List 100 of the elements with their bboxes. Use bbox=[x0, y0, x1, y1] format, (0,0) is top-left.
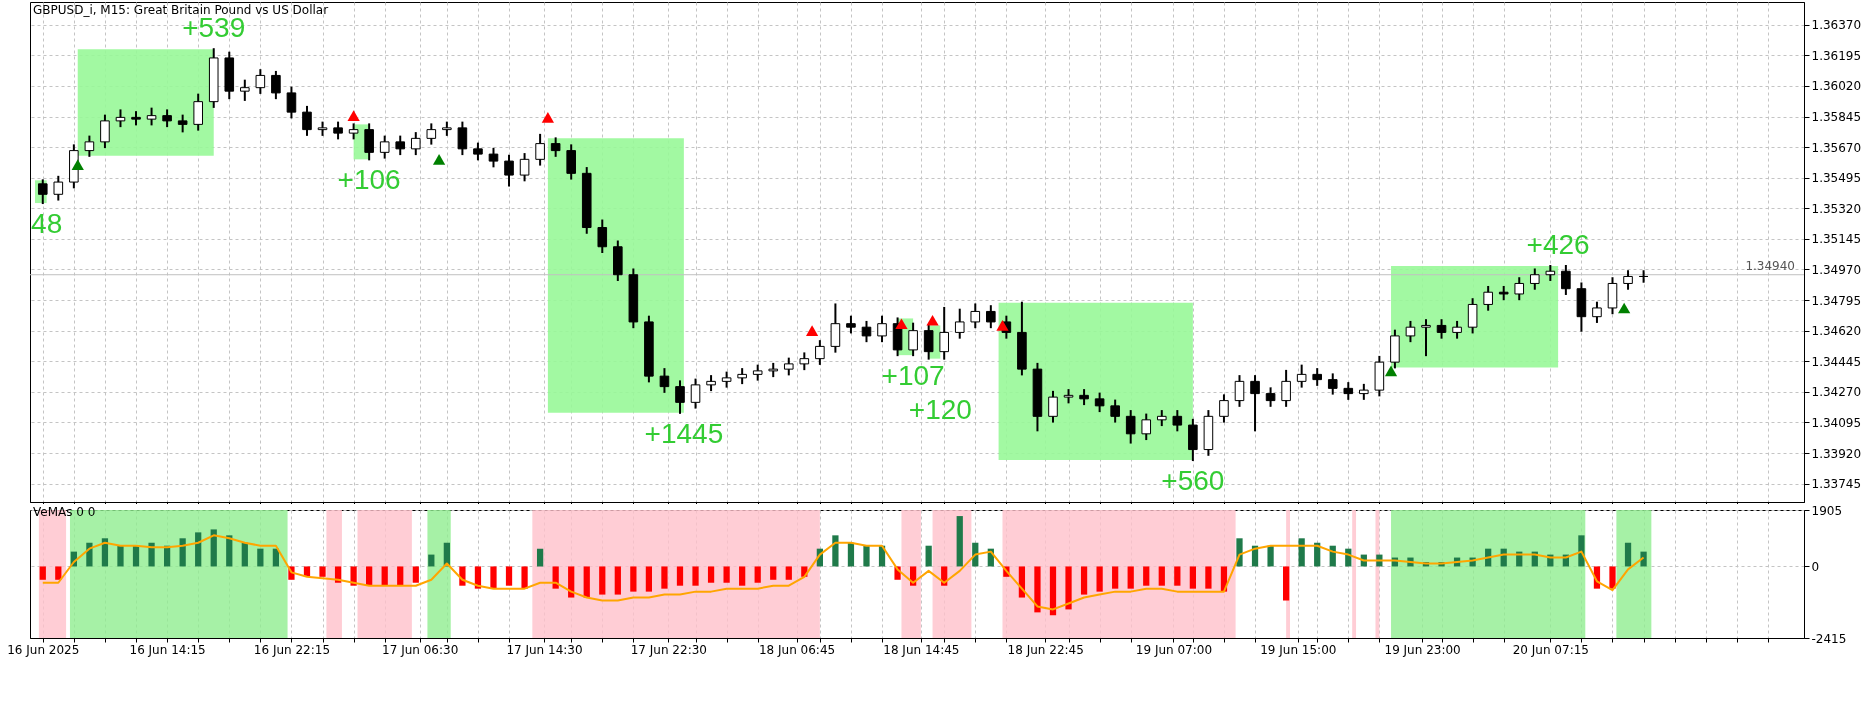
candlestick bbox=[954, 308, 965, 339]
candlestick bbox=[939, 306, 949, 360]
bar bbox=[599, 566, 606, 595]
candlestick bbox=[131, 111, 141, 126]
bar bbox=[583, 566, 590, 598]
y-tick-label: 1.33745 bbox=[1811, 477, 1862, 492]
y-tick-label: 1905 bbox=[1811, 503, 1843, 518]
bar bbox=[1624, 542, 1632, 567]
x-tick-label: 17 Jun 14:30 bbox=[506, 642, 583, 657]
y-tick-label: 1.36370 bbox=[1811, 18, 1862, 33]
bar bbox=[863, 545, 870, 567]
bar bbox=[1174, 566, 1181, 586]
candlestick bbox=[364, 123, 374, 161]
bar bbox=[412, 566, 419, 583]
bar bbox=[661, 566, 668, 589]
candlestick bbox=[193, 93, 203, 131]
bar bbox=[381, 566, 388, 586]
candlestick bbox=[877, 315, 887, 343]
x-tick-label: 17 Jun 22:30 bbox=[630, 642, 707, 657]
point bbox=[1618, 302, 1631, 314]
y-tick-label: 1.34970 bbox=[1811, 262, 1862, 277]
candlestick bbox=[1110, 399, 1120, 423]
candlestick bbox=[410, 132, 421, 156]
y-tick-label: 1.35845 bbox=[1811, 110, 1862, 125]
candlestick bbox=[1250, 375, 1260, 432]
candlestick bbox=[1234, 375, 1245, 407]
candlestick bbox=[1498, 285, 1509, 301]
candlestick bbox=[1405, 320, 1416, 343]
candlestick bbox=[830, 303, 841, 353]
y-tick-label: 1.36020 bbox=[1811, 79, 1862, 94]
candlestick bbox=[271, 70, 281, 100]
annotation: +426 bbox=[1526, 228, 1590, 260]
candlestick bbox=[302, 105, 312, 136]
bar bbox=[676, 566, 684, 586]
x-tick-label: 19 Jun 15:00 bbox=[1260, 642, 1337, 657]
bar bbox=[536, 548, 544, 567]
candlestick bbox=[597, 219, 608, 253]
y-tick-label: 1.35320 bbox=[1811, 201, 1862, 216]
candlestick bbox=[1296, 364, 1307, 388]
bar bbox=[785, 566, 792, 580]
chart-title: GBPUSD_i, M15: Great Britain Pound vs US Dollar bbox=[33, 3, 329, 17]
candlestick bbox=[815, 340, 825, 365]
bar bbox=[1609, 566, 1616, 589]
point bbox=[1384, 365, 1398, 377]
bar bbox=[1282, 566, 1290, 601]
point bbox=[996, 320, 1009, 331]
candlestick bbox=[1421, 319, 1431, 357]
bar bbox=[832, 535, 839, 567]
bar bbox=[630, 566, 637, 592]
bar bbox=[723, 566, 730, 583]
annotation: +1445 bbox=[644, 417, 724, 449]
candlestick bbox=[923, 324, 934, 360]
bar bbox=[210, 529, 217, 567]
candlestick bbox=[1327, 373, 1338, 395]
bar bbox=[1205, 566, 1212, 589]
candlestick bbox=[1483, 285, 1493, 311]
candlestick bbox=[1592, 301, 1602, 323]
bar bbox=[1049, 566, 1057, 616]
bar bbox=[1034, 566, 1041, 613]
bar bbox=[474, 566, 482, 589]
candlestick bbox=[53, 175, 64, 201]
bar bbox=[1267, 545, 1274, 567]
candlestick bbox=[659, 368, 670, 393]
annotation: +107 bbox=[881, 360, 945, 392]
candlestick bbox=[535, 133, 545, 166]
bar bbox=[55, 566, 62, 580]
point bbox=[71, 159, 84, 170]
bar bbox=[739, 566, 746, 586]
candlestick bbox=[519, 153, 530, 182]
candlestick bbox=[379, 135, 390, 159]
candlestick bbox=[986, 305, 996, 329]
candlestick bbox=[255, 69, 266, 94]
candlestick bbox=[457, 121, 468, 156]
bar bbox=[568, 566, 575, 598]
x-tick-label: 16 Jun 22:15 bbox=[253, 642, 331, 657]
point bbox=[347, 110, 360, 121]
bar bbox=[521, 566, 528, 589]
bar bbox=[1065, 566, 1072, 610]
candlestick bbox=[1514, 277, 1525, 301]
bar bbox=[397, 566, 404, 586]
x-tick-label: 16 Jun 14:15 bbox=[129, 642, 206, 657]
x-tick-label: 20 Jun 07:15 bbox=[1512, 642, 1589, 657]
candlestick bbox=[504, 154, 514, 187]
x-tick-label: 19 Jun 07:00 bbox=[1135, 642, 1213, 657]
candlestick bbox=[1467, 298, 1478, 334]
candlestick bbox=[908, 322, 918, 357]
bar bbox=[770, 566, 777, 580]
candlestick bbox=[690, 378, 701, 409]
bar bbox=[1080, 566, 1088, 595]
x-tick-label: 19 Jun 23:00 bbox=[1384, 642, 1461, 657]
candlestick bbox=[317, 121, 328, 136]
y-tick-label: 1.33920 bbox=[1811, 446, 1862, 461]
y-tick-label: 1.35495 bbox=[1811, 171, 1862, 186]
bar bbox=[319, 566, 326, 577]
candlestick bbox=[1172, 410, 1183, 432]
candlestick bbox=[970, 303, 981, 329]
bar bbox=[1189, 566, 1196, 589]
bar bbox=[707, 566, 715, 583]
candlestick bbox=[1125, 410, 1136, 444]
bar bbox=[505, 566, 513, 586]
